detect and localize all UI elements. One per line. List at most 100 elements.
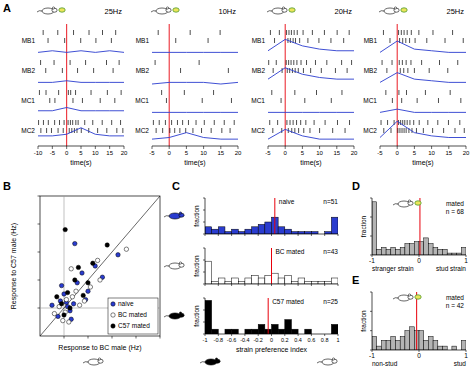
- spike: [102, 120, 103, 125]
- rate-curve: [152, 112, 238, 113]
- spike: [180, 68, 181, 73]
- histogram-bar: [238, 232, 245, 234]
- scatter-point: [77, 303, 81, 307]
- rate-curve: [380, 121, 466, 137]
- x-tick: [324, 284, 325, 286]
- spike: [299, 38, 300, 43]
- spike: [68, 90, 69, 95]
- spike: [46, 90, 47, 95]
- x-tick-label: 1: [464, 352, 468, 359]
- spike: [188, 120, 189, 125]
- spike: [95, 38, 96, 43]
- histogram-bar: [258, 324, 265, 334]
- spike: [409, 38, 410, 43]
- row-label: MB1: [364, 37, 378, 44]
- x-tick-label: -5: [149, 150, 155, 156]
- x-tick-label: 0.8: [321, 337, 329, 343]
- stimulus-icon: [289, 8, 295, 12]
- x-axis-label: strain preference index: [236, 346, 308, 354]
- x-tick: [95, 146, 96, 149]
- y-axis: [205, 198, 206, 234]
- scatter-point: [63, 227, 67, 231]
- row-label: MB2: [136, 67, 150, 74]
- spike: [432, 128, 433, 133]
- stimulus-icon: [59, 8, 65, 12]
- y-tick: [38, 252, 41, 253]
- plot-frame: [40, 196, 160, 336]
- spike: [153, 120, 154, 125]
- spike: [406, 60, 407, 65]
- plot-area: [268, 24, 354, 146]
- spike: [75, 120, 76, 125]
- x-tick: [169, 146, 170, 149]
- spike: [405, 38, 406, 43]
- spike: [84, 120, 85, 125]
- spike: [410, 60, 411, 65]
- histogram-bar: [461, 340, 466, 350]
- row-label: MC2: [135, 127, 149, 134]
- x-tick-label: -0.4: [240, 337, 249, 343]
- spike: [335, 68, 336, 73]
- x-tick: [298, 284, 299, 286]
- mouse-icon: [379, 7, 407, 14]
- scatter-point: [81, 293, 85, 297]
- spike: [48, 120, 49, 125]
- scatter-point: [50, 303, 54, 307]
- spike: [70, 90, 71, 95]
- histogram-bar: [258, 224, 265, 234]
- spike: [403, 68, 404, 73]
- rate-curve: [152, 133, 238, 140]
- annotation: n = 42: [446, 302, 465, 309]
- x-tick-label: 0: [65, 150, 69, 156]
- x-tick: [112, 336, 113, 339]
- spike: [281, 128, 282, 133]
- spike: [296, 60, 297, 65]
- spike: [406, 90, 407, 95]
- spike: [70, 60, 71, 65]
- row-label: MC1: [21, 97, 35, 104]
- scatter-point: [116, 253, 120, 257]
- spike: [443, 128, 444, 133]
- rate-curve: [268, 129, 354, 139]
- spike: [387, 120, 388, 125]
- y-tick: [203, 334, 205, 335]
- spike: [337, 120, 338, 125]
- row-label: MC2: [21, 127, 35, 134]
- histogram-bar: [272, 273, 279, 284]
- group-name: BC mated: [276, 248, 305, 255]
- scatter-point: [86, 281, 90, 285]
- y-tick: [38, 280, 41, 281]
- spike: [288, 60, 289, 65]
- histogram-bar: [285, 276, 292, 284]
- annotation: n=25: [323, 298, 338, 305]
- spike: [201, 128, 202, 133]
- mouse-tail: [164, 266, 169, 267]
- histogram-bar: [245, 278, 252, 284]
- annotation: n=43: [323, 248, 338, 255]
- scatter-point: [86, 289, 90, 293]
- spike: [399, 128, 400, 133]
- mouse-ear: [179, 312, 181, 314]
- histogram-bar: [232, 229, 239, 234]
- spike: [290, 120, 291, 125]
- x-tick-label: 15: [333, 150, 340, 156]
- spike: [106, 60, 107, 65]
- histogram-bar: [377, 346, 382, 350]
- spike: [385, 90, 386, 95]
- rate-curve: [152, 52, 238, 53]
- rate-curve: [268, 68, 354, 79]
- histogram-bar: [311, 282, 318, 284]
- histogram-bar: [433, 340, 438, 350]
- histogram-bar: [278, 278, 285, 284]
- spike: [40, 60, 41, 65]
- spike: [58, 90, 59, 95]
- row-label: MC1: [135, 97, 149, 104]
- spike: [291, 30, 292, 35]
- x-tick: [311, 334, 312, 336]
- spike: [277, 120, 278, 125]
- title: 25Hz: [446, 7, 464, 16]
- spike: [289, 68, 290, 73]
- y-axis-label: fraction: [193, 305, 200, 327]
- spike: [303, 30, 304, 35]
- diagonal: [40, 196, 160, 336]
